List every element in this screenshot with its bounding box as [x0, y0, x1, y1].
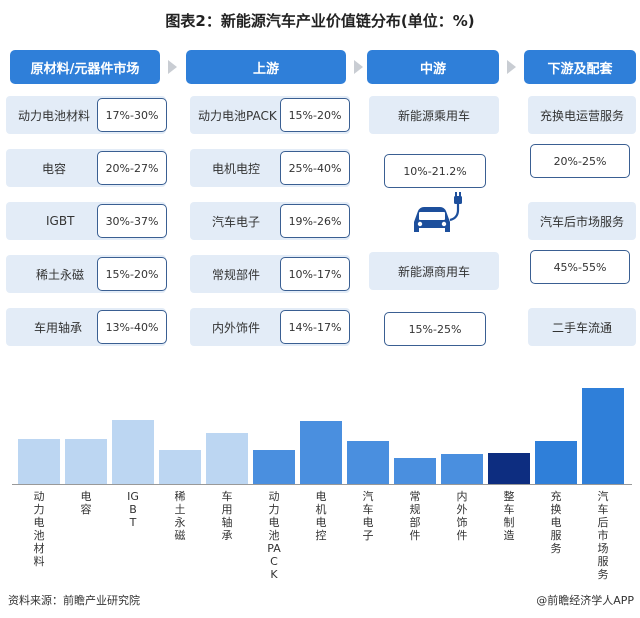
- raw-item-pct: 15%-20%: [97, 257, 167, 291]
- source-note: 资料来源：前瞻产业研究院: [8, 594, 140, 607]
- bar-8: [394, 458, 436, 484]
- bar-7: [347, 441, 389, 484]
- bar-3: [159, 450, 201, 484]
- x-tick-label: 动力电池材料: [33, 490, 45, 568]
- raw-item-pct: 17%-30%: [97, 98, 167, 132]
- downstream-aftermarket-label: 汽车后市场服务: [528, 202, 636, 240]
- upstream-item-pct: 14%-17%: [280, 310, 350, 344]
- header-downstream: 下游及配套: [524, 50, 636, 84]
- x-tick-label: 充换电服务: [550, 490, 562, 555]
- x-tick-label: 内外饰件: [456, 490, 468, 542]
- midstream-commercial-label: 新能源商用车: [369, 252, 499, 290]
- x-tick-label: 稀土永磁: [174, 490, 186, 542]
- chart-title: 图表2：新能源汽车产业价值链分布(单位：%): [165, 12, 475, 30]
- bar-9: [441, 454, 483, 484]
- x-tick-label: 汽车电子: [362, 490, 374, 542]
- bar-0: [18, 439, 60, 484]
- bar-1: [65, 439, 107, 484]
- x-tick-label: 汽车后市场服务: [597, 490, 609, 581]
- raw-item-pct: 13%-40%: [97, 310, 167, 344]
- bar-4: [206, 433, 248, 484]
- midstream-passenger-label: 新能源乘用车: [369, 96, 499, 134]
- bar-5: [253, 450, 295, 484]
- upstream-item-pct: 10%-17%: [280, 257, 350, 291]
- downstream-charging-label: 充换电运营服务: [528, 96, 636, 134]
- midstream-passenger-pct: 10%-21.2%: [384, 154, 486, 188]
- upstream-item-pct: 19%-26%: [280, 204, 350, 238]
- ev-charging-car-icon: [414, 192, 462, 232]
- credit-note: @前瞻经济学人APP: [536, 594, 634, 607]
- arrow-icon: [354, 60, 363, 74]
- bar-6: [300, 421, 342, 484]
- x-tick-label: 车用轴承: [221, 490, 233, 542]
- upstream-item-pct: 15%-20%: [280, 98, 350, 132]
- upstream-item-pct: 25%-40%: [280, 151, 350, 185]
- downstream-charging-pct: 20%-25%: [530, 144, 630, 178]
- arrow-icon: [507, 60, 516, 74]
- x-tick-label: IGBT: [127, 490, 139, 529]
- x-axis-line: [12, 484, 632, 485]
- x-tick-label: 整车制造: [503, 490, 515, 542]
- bar-2: [112, 420, 154, 484]
- downstream-aftermarket-pct: 45%-55%: [530, 250, 630, 284]
- downstream-used-car-label: 二手车流通: [528, 308, 636, 346]
- raw-item-pct: 20%-27%: [97, 151, 167, 185]
- x-tick-label: 常规部件: [409, 490, 421, 542]
- bar-11: [535, 441, 577, 484]
- midstream-commercial-pct: 15%-25%: [384, 312, 486, 346]
- x-tick-label: 电机电控: [315, 490, 327, 542]
- x-tick-label: 电容: [80, 490, 92, 516]
- bar-10: [488, 453, 530, 484]
- header-upstream: 上游: [186, 50, 346, 84]
- bar-12: [582, 388, 624, 484]
- x-tick-label: 动力电池PACK: [267, 490, 281, 581]
- raw-item-pct: 30%-37%: [97, 204, 167, 238]
- header-raw-materials: 原材料/元器件市场: [10, 50, 160, 84]
- header-midstream: 中游: [367, 50, 499, 84]
- arrow-icon: [168, 60, 177, 74]
